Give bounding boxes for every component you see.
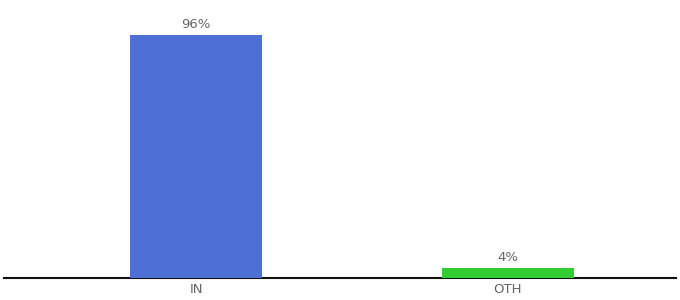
Bar (442, 268, 574, 278)
Bar (130, 34, 262, 278)
Text: 4%: 4% (497, 251, 518, 264)
Text: 96%: 96% (182, 18, 211, 31)
